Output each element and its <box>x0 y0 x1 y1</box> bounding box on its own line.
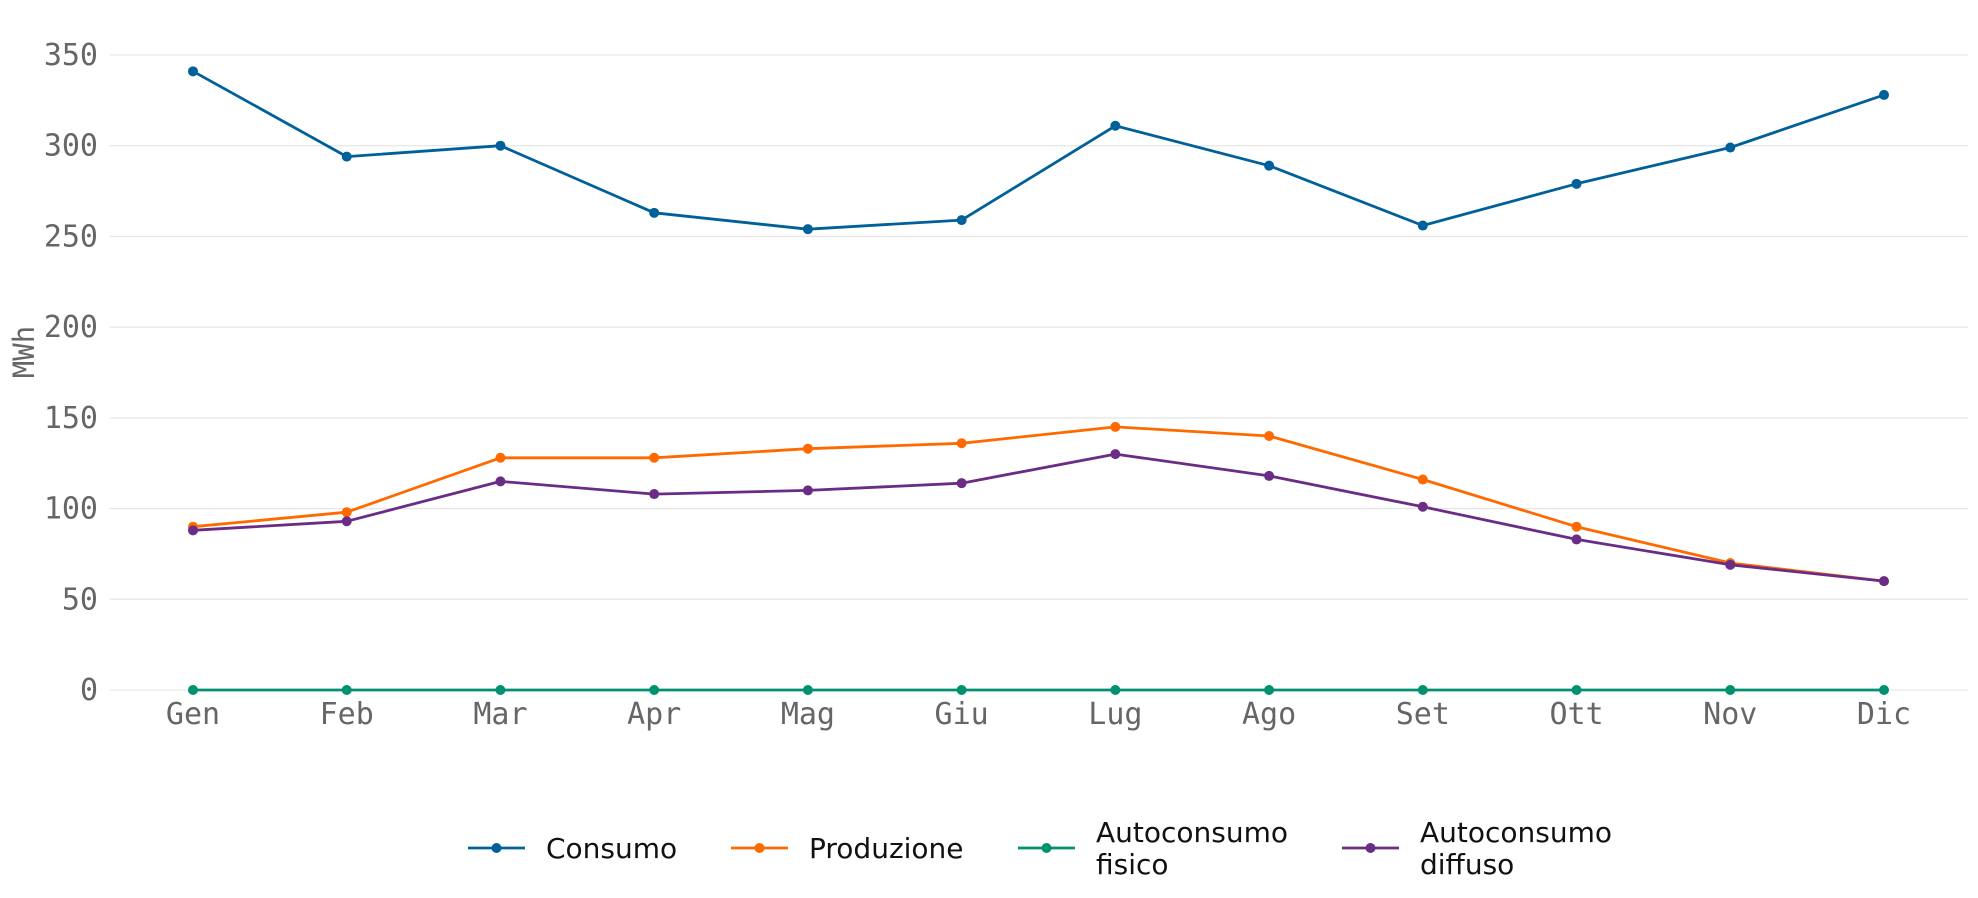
data-point <box>1725 685 1736 695</box>
series-line <box>191 425 1886 583</box>
legend-label-line: diffuso <box>1420 848 1514 881</box>
legend-label: Consumo <box>546 832 677 865</box>
y-tick-label: 0 <box>80 673 98 708</box>
y-axis: 0 50 100 150 200 250 300 350 <box>44 38 98 708</box>
legend-label-line: Autoconsumo <box>1420 816 1612 849</box>
data-point <box>495 685 506 695</box>
series-consumo <box>188 66 1889 235</box>
y-tick-label: 200 <box>44 310 98 345</box>
data-point <box>802 485 813 496</box>
x-tick-label: Dic <box>1857 697 1911 732</box>
data-point <box>341 685 352 695</box>
data-point <box>341 151 352 162</box>
data-point <box>802 443 813 454</box>
x-tick-label: Ago <box>1242 697 1296 732</box>
data-point <box>1879 576 1889 587</box>
x-tick-label: Nov <box>1703 697 1757 732</box>
data-point <box>1110 120 1121 131</box>
data-point <box>1571 534 1582 545</box>
legend-label: Produzione <box>809 832 964 865</box>
data-point <box>1879 89 1889 100</box>
data-point <box>1725 559 1736 570</box>
data-point <box>1417 501 1428 512</box>
data-point <box>1264 431 1275 441</box>
legend-label-line: fisico <box>1096 848 1169 881</box>
data-point <box>649 489 660 500</box>
legend-swatch-marker <box>1041 843 1052 853</box>
data-point <box>1417 220 1428 231</box>
data-point <box>1264 160 1275 171</box>
legend: Consumo Produzione Autoconsumo fisicoAutoco… <box>468 816 1612 881</box>
legend-swatch-marker <box>1365 843 1376 853</box>
y-tick-label: 50 <box>62 582 98 617</box>
data-point <box>649 207 660 218</box>
series-lines <box>188 66 1889 695</box>
series-line <box>191 452 1886 583</box>
data-point <box>956 215 967 226</box>
grid-lines <box>110 54 1968 691</box>
x-tick-label: Set <box>1396 697 1450 732</box>
legend-item: Autoconsumo diffuso <box>1342 816 1612 881</box>
data-point <box>1417 474 1428 485</box>
x-tick-label: Mag <box>781 697 835 732</box>
data-point <box>1879 685 1889 695</box>
legend-item: Consumo <box>468 832 677 865</box>
y-tick-label: 250 <box>44 219 98 254</box>
data-point <box>802 685 813 695</box>
data-point <box>956 478 967 489</box>
data-point <box>1725 142 1736 153</box>
data-point <box>649 452 660 463</box>
data-point <box>188 525 198 536</box>
data-point <box>1417 685 1428 695</box>
data-point <box>649 685 660 695</box>
y-tick-label: 350 <box>44 38 98 73</box>
legend-swatch-marker <box>491 843 502 853</box>
data-point <box>1264 470 1275 481</box>
y-tick-label: 300 <box>44 129 98 164</box>
series-produzione <box>188 421 1889 587</box>
data-point <box>1110 685 1121 695</box>
data-point <box>1571 178 1582 189</box>
legend-label: Autoconsumo fisico <box>1096 816 1288 881</box>
data-point <box>1110 449 1121 460</box>
x-tick-label: Mar <box>473 697 527 732</box>
x-tick-label: Gen <box>166 697 220 732</box>
data-point <box>495 476 506 487</box>
legend-label: Autoconsumo diffuso <box>1420 816 1612 881</box>
series-line <box>191 69 1886 231</box>
x-axis: Gen Feb Mar Apr Mag Giu Lug Ago Set Ott Nov Dic <box>166 697 1911 732</box>
series-autoconsumo-diffuso <box>188 449 1889 587</box>
data-point <box>188 685 198 695</box>
data-point <box>495 140 506 151</box>
data-point <box>1571 521 1582 532</box>
data-point <box>341 516 352 527</box>
data-point <box>802 224 813 235</box>
x-tick-label: Ott <box>1549 697 1603 732</box>
legend-item: Produzione <box>731 832 964 865</box>
data-point <box>341 507 352 518</box>
data-point <box>956 438 967 449</box>
legend-item: Autoconsumo fisico <box>1018 816 1288 881</box>
legend-swatch-marker <box>754 843 765 853</box>
data-point <box>1264 685 1275 695</box>
data-point <box>1571 685 1582 695</box>
x-tick-label: Lug <box>1088 697 1142 732</box>
data-point <box>1110 421 1121 432</box>
y-tick-label: 100 <box>44 492 98 527</box>
data-point <box>495 452 506 463</box>
y-axis-title: MWh <box>7 326 41 378</box>
series-autoconsumo-fisico <box>188 685 1889 695</box>
data-point <box>956 685 967 695</box>
legend-label-line: Autoconsumo <box>1096 816 1288 849</box>
x-tick-label: Feb <box>320 697 374 732</box>
x-tick-label: Giu <box>935 697 989 732</box>
data-point <box>188 66 198 77</box>
y-tick-label: 150 <box>44 401 98 436</box>
x-tick-label: Apr <box>627 697 681 732</box>
